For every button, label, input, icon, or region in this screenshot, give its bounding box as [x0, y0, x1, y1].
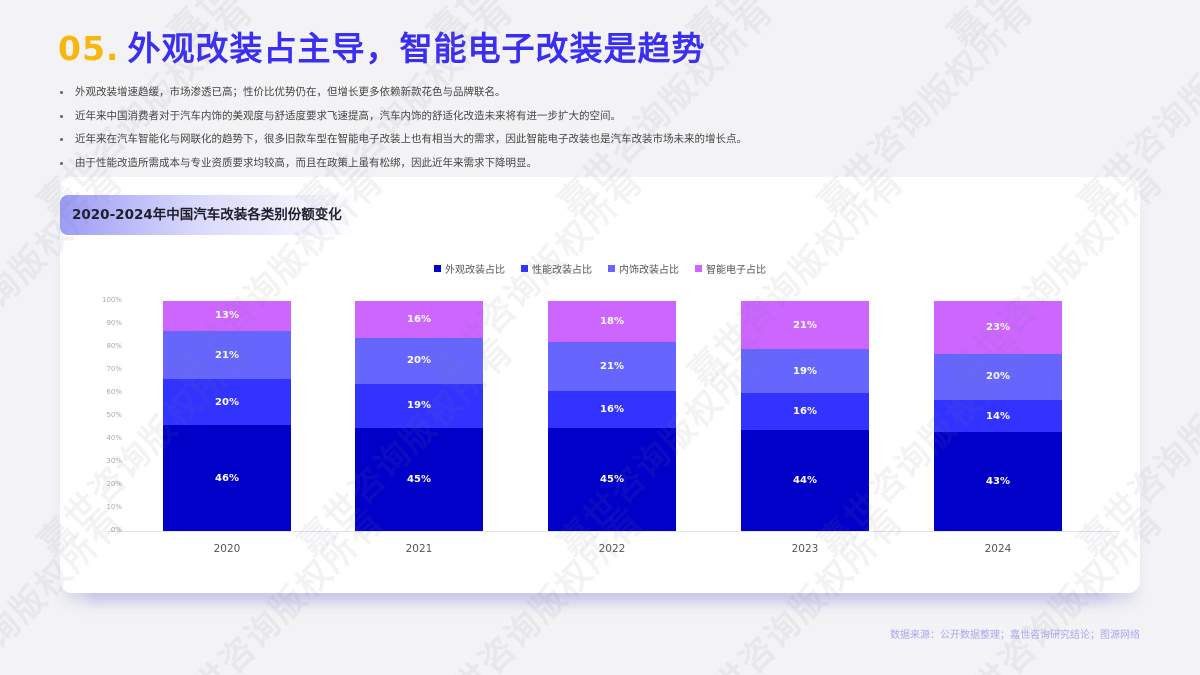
bar-segment: 16%: [355, 301, 483, 338]
x-tick-label: 2024: [984, 543, 1012, 555]
chart-title: 2020-2024年中国汽车改装各类别份额变化: [60, 195, 360, 235]
x-axis-line: [105, 531, 1120, 532]
watermark-text: 嘉世咨询版权所有: [545, 665, 783, 675]
y-tick-label: 70%: [106, 365, 122, 373]
bar-2023[interactable]: 44% 16% 19% 21%: [741, 301, 869, 531]
bullet-dot-icon: [60, 138, 63, 141]
chart-card: 2020-2024年中国汽车改装各类别份额变化 外观改装占比 性能改装占比 内饰改装…: [60, 177, 1140, 593]
y-tick-label: 50%: [106, 411, 122, 419]
chart-legend: 外观改装占比 性能改装占比 内饰改装占比 智能电子占比: [60, 261, 1140, 276]
bar-segment: 20%: [163, 379, 291, 426]
x-tick-label: 2022: [598, 543, 626, 555]
legend-label: 外观改装占比: [445, 265, 505, 276]
watermark-text: 嘉世咨询版权所有: [675, 0, 913, 54]
watermark-text: 嘉世咨询版权所有: [1195, 495, 1200, 675]
bullet-item: 外观改装增速趋缓，市场渗透已高；性价比优势仍在，但增长更多依赖新款花色与品牌联名…: [60, 84, 747, 108]
bar-segment: 16%: [548, 390, 676, 428]
bullet-item: 近年来中国消费者对于汽车内饰的美观度与舒适度要求飞速提高，汽车内饰的舒适化改造未…: [60, 108, 747, 132]
y-tick-label: 100%: [101, 296, 122, 304]
legend-label: 智能电子占比: [706, 265, 766, 276]
watermark-text: 嘉世咨询版权所有: [1195, 155, 1200, 393]
bar-segment: 23%: [934, 301, 1062, 354]
bar-2022[interactable]: 45% 16% 21% 18%: [548, 301, 676, 531]
bar-segment: 13%: [163, 301, 291, 331]
legend-swatch-icon: [521, 265, 528, 272]
y-tick-label: 30%: [106, 457, 122, 465]
bar-segment: 14%: [934, 399, 1062, 433]
bar-segment: 45%: [548, 427, 676, 531]
bar-segment: 18%: [548, 301, 676, 343]
y-tick-label: 40%: [106, 434, 122, 442]
bar-segment: 46%: [163, 425, 291, 531]
bar-segment: 44%: [741, 429, 869, 531]
page-heading: 外观改装占主导，智能电子改装是趋势: [127, 29, 706, 68]
x-tick-label: 2021: [405, 543, 433, 555]
y-tick-label: 0%: [110, 526, 122, 534]
watermark-text: 嘉世咨询版权所有: [0, 0, 3, 223]
y-tick-label: 20%: [106, 480, 122, 488]
bullet-dot-icon: [60, 161, 63, 165]
legend-swatch-icon: [695, 265, 702, 272]
bullet-item: 近年来在汽车智能化与网联化的趋势下，很多旧款车型在智能电子改装上也有相当大的需求…: [60, 131, 747, 155]
card-shadow: [88, 590, 1108, 610]
legend-item[interactable]: 智能电子占比: [695, 261, 766, 276]
legend-item[interactable]: 内饰改装占比: [608, 261, 679, 276]
bar-segment: 20%: [355, 337, 483, 384]
bar-segment: 45%: [355, 427, 483, 531]
y-tick-label: 80%: [106, 342, 122, 350]
bar-segment: 19%: [355, 383, 483, 428]
plot-area: 100% 90% 80% 70% 60% 50% 40% 30% 20% 10% 0% 46% 20% 2…: [60, 177, 1140, 593]
legend-swatch-icon: [608, 265, 615, 272]
bar-segment: 21%: [548, 342, 676, 391]
x-tick-label: 2023: [791, 543, 819, 555]
legend-label: 内饰改装占比: [619, 265, 679, 276]
bar-segment: 20%: [934, 353, 1062, 400]
bar-segment: 19%: [741, 349, 869, 394]
legend-swatch-icon: [434, 265, 441, 272]
y-tick-label: 60%: [106, 388, 122, 396]
bar-2024[interactable]: 43% 14% 20% 23%: [934, 301, 1062, 531]
summary-bullets: 外观改装增速趋缓，市场渗透已高；性价比优势仍在，但增长更多依赖新款花色与品牌联名…: [60, 84, 747, 178]
section-number: 05.: [58, 29, 120, 68]
bar-segment: 21%: [163, 330, 291, 380]
y-tick-label: 90%: [106, 319, 122, 327]
legend-item[interactable]: 外观改装占比: [434, 261, 505, 276]
bar-segment: 16%: [741, 393, 869, 430]
x-tick-label: 2020: [213, 543, 241, 555]
watermark-text: 嘉世咨询版权所有: [0, 665, 3, 675]
bar-2021[interactable]: 45% 19% 20% 16%: [355, 301, 483, 531]
bar-segment: 21%: [741, 301, 869, 350]
page-title: 05. 外观改装占主导，智能电子改装是趋势: [58, 22, 705, 70]
watermark-text: 嘉世咨询版权所有: [285, 665, 523, 675]
data-source: 数据来源：公开数据整理；嘉世咨询研究结论；图源网络: [890, 630, 1140, 641]
bullet-dot-icon: [60, 114, 63, 118]
bar-segment: 43%: [934, 432, 1062, 531]
watermark-text: 嘉世咨询版权所有: [1195, 0, 1200, 54]
watermark-text: 嘉世咨询版权所有: [935, 0, 1173, 54]
legend-item[interactable]: 性能改装占比: [521, 261, 592, 276]
watermark-text: 嘉世咨询版权所有: [1065, 665, 1200, 675]
y-tick-label: 10%: [106, 503, 122, 511]
legend-label: 性能改装占比: [532, 265, 592, 276]
bar-2020[interactable]: 46% 20% 21% 13%: [163, 301, 291, 531]
bullet-item: 由于性能改造所需成本与专业资质要求均较高，而且在政策上虽有松绑，因此近年来需求下…: [60, 155, 747, 179]
bullet-dot-icon: [60, 91, 63, 94]
watermark-text: 嘉世咨询版权所有: [0, 331, 3, 563]
watermark-text: 嘉世咨询版权所有: [25, 665, 263, 675]
watermark-text: 嘉世咨询版权所有: [805, 665, 1043, 675]
